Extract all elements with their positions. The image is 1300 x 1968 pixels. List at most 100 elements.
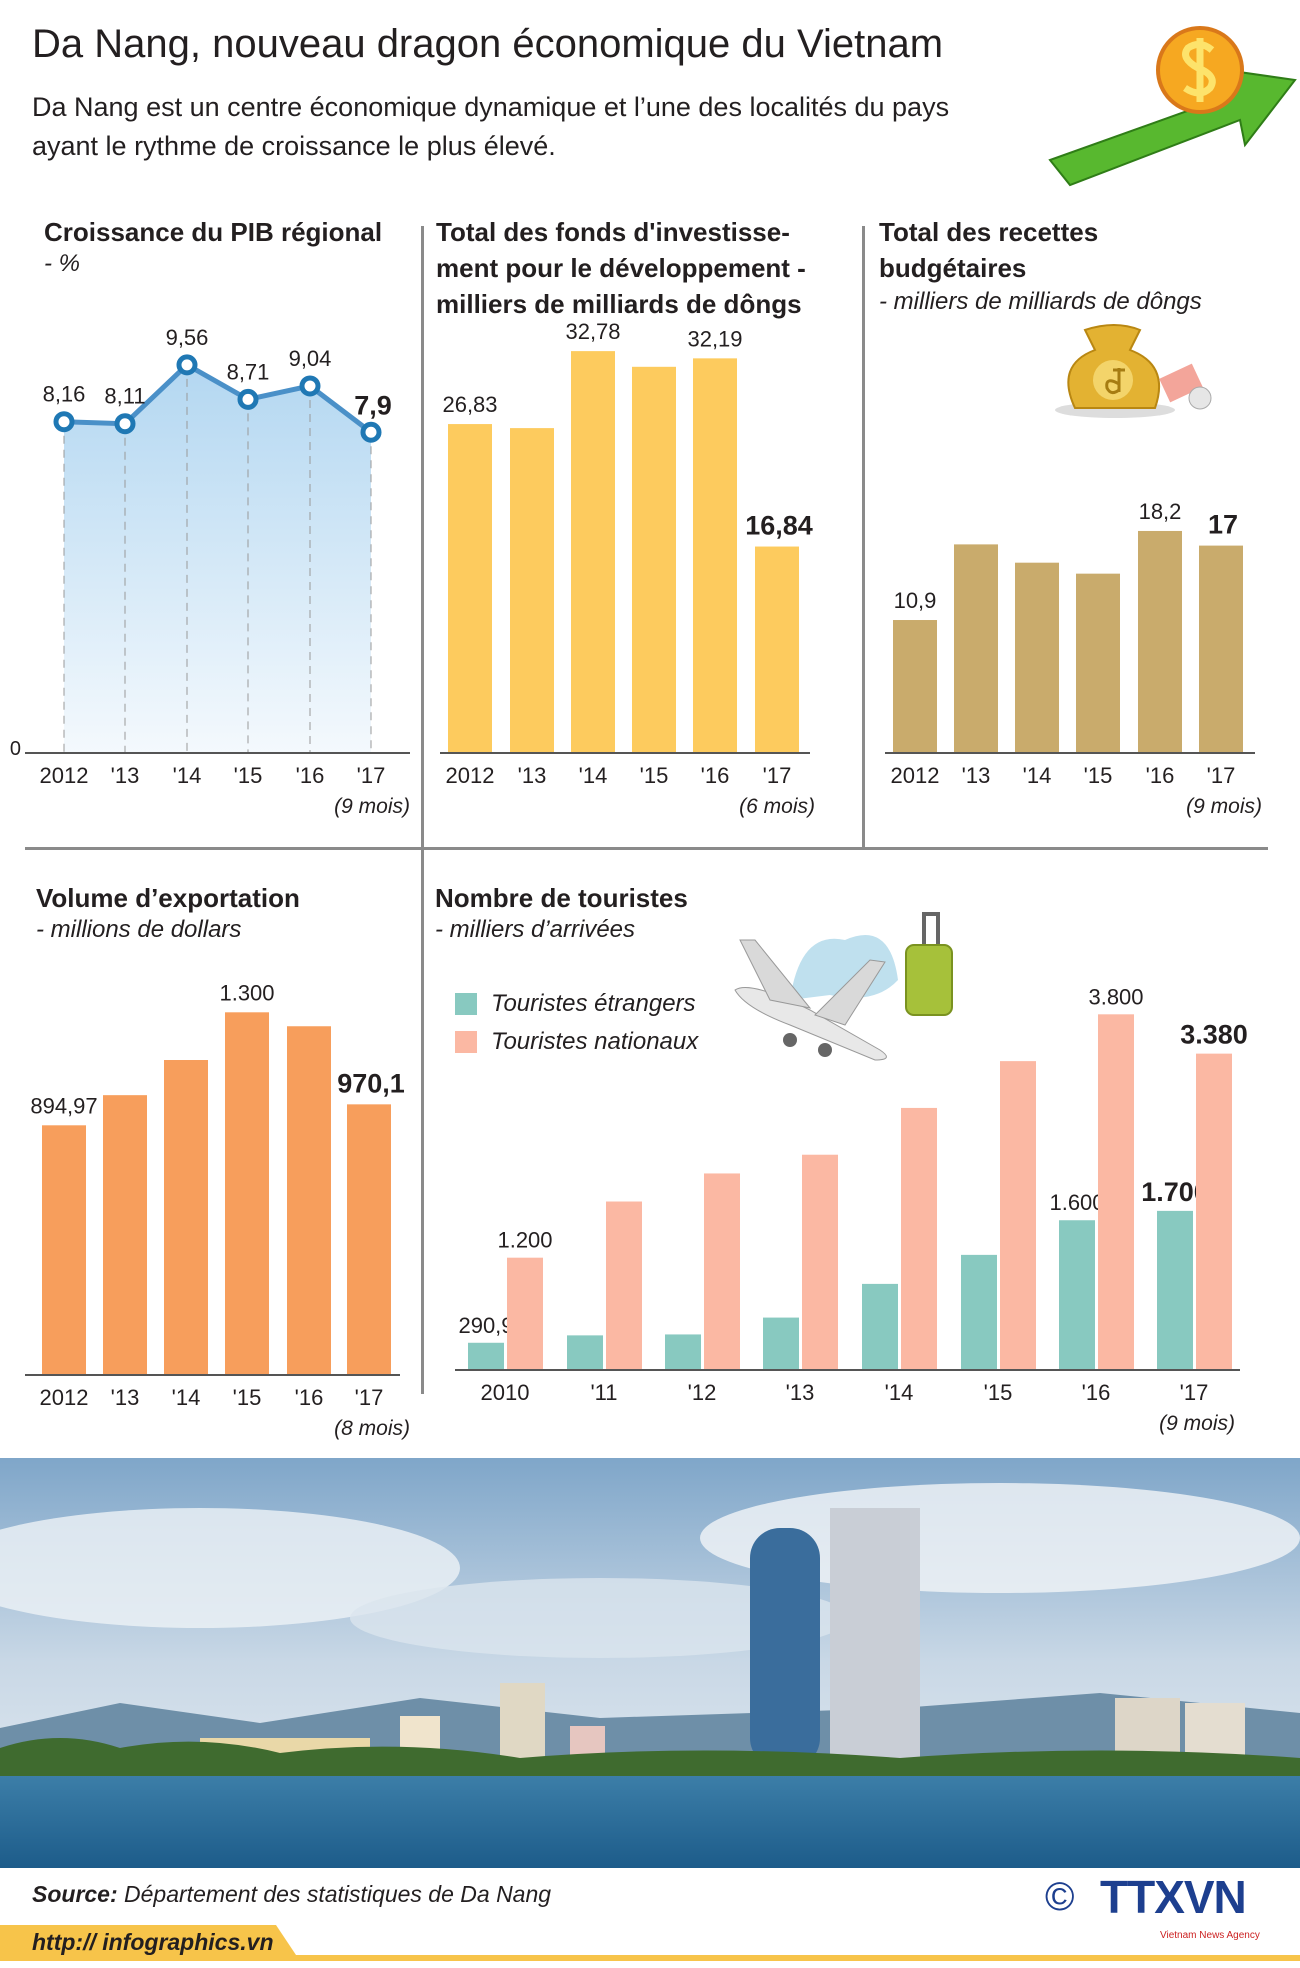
x-tick-label: '13 (111, 763, 140, 788)
data-label: 17 (1208, 510, 1238, 540)
data-label: 9,04 (289, 346, 332, 371)
x-tick-label: '14 (579, 763, 608, 788)
data-label: 18,2 (1139, 499, 1182, 524)
budget-panel-header: Total des recettes budgétaires - millier… (879, 214, 1202, 316)
x-tick-label: '11 (590, 1380, 617, 1405)
data-label: 7,9 (354, 390, 392, 420)
data-label: 894,97 (30, 1093, 97, 1118)
da-nang-city-photo (0, 1458, 1300, 1868)
charts-layer: 8,16 8,11 9,56 8,71 9,04 7,9 0 2012 '13 '14 '15 '16… (10, 319, 1262, 1440)
y-tick-label: 0 (10, 738, 21, 760)
bar (571, 351, 615, 753)
legend-swatch (455, 993, 477, 1015)
source-label: Source: (32, 1881, 118, 1907)
bar-foreign-tourists (468, 1342, 504, 1370)
x-tick-label: '15 (234, 763, 263, 788)
source-note: Source: Département des statistiques de … (32, 1880, 551, 1908)
period-note: (9 mois) (1159, 1412, 1235, 1435)
data-label: 9,56 (166, 325, 209, 350)
bar-domestic-tourists (802, 1154, 838, 1370)
bar (448, 424, 492, 753)
bar (103, 1095, 147, 1375)
copyright-symbol: © (1045, 1875, 1075, 1919)
website-link[interactable]: http:// infographics.vn (32, 1929, 274, 1955)
x-tick-label: '14 (1023, 763, 1052, 788)
x-tick-label: 2012 (446, 763, 495, 788)
x-tick-label: '17 (355, 1385, 384, 1410)
legend-swatch (455, 1031, 477, 1053)
budget-title-line2: budgétaires (879, 253, 1027, 283)
x-tick-label: '15 (233, 1385, 262, 1410)
bar-foreign-tourists (1059, 1220, 1095, 1370)
x-tick-label: '13 (111, 1385, 140, 1410)
legend-label: Touristes étrangers (491, 990, 696, 1017)
tourists-title: Nombre de touristes (435, 883, 688, 913)
data-label: 8,11 (104, 384, 145, 409)
bar (755, 546, 799, 753)
x-tick-label: 2012 (40, 1385, 89, 1410)
legend-item-domestic: Touristes nationaux (455, 1023, 698, 1061)
x-tick-label: 2012 (891, 763, 940, 788)
source-text: Département des statistiques de Da Nang (117, 1881, 552, 1907)
bar-domestic-tourists (1098, 1014, 1134, 1370)
ttxvn-logo-subtitle: Vietnam News Agency (1160, 1930, 1260, 1941)
data-label: 290,9 (458, 1313, 513, 1338)
footer-line (0, 1955, 1300, 1961)
x-tick-label: '13 (962, 763, 991, 788)
page-subtitle-line2: ayant le rythme de croissance le plus él… (32, 131, 556, 161)
divider (862, 226, 865, 848)
exports-title: Volume d’exportation (36, 883, 300, 913)
period-note: (9 mois) (1186, 795, 1262, 818)
bar (1076, 573, 1120, 753)
bar-domestic-tourists (704, 1173, 740, 1370)
money-bag-icon (1055, 324, 1212, 418)
gdp-area (64, 364, 371, 753)
data-label: 970,1 (337, 1068, 405, 1098)
x-tick-label: '15 (1084, 763, 1113, 788)
x-tick-label: '16 (701, 763, 730, 788)
gdp-panel-header: Croissance du PIB régional - % (44, 214, 382, 278)
legend-label: Touristes nationaux (491, 1028, 699, 1055)
x-tick-label: '13 (786, 1380, 815, 1405)
data-label: 32,78 (565, 319, 620, 344)
bar (1199, 545, 1243, 753)
x-tick-label: '16 (1146, 763, 1175, 788)
airplane-icon (734, 935, 898, 1061)
divider (25, 847, 1268, 850)
bar-foreign-tourists (862, 1283, 898, 1370)
bar (42, 1125, 86, 1375)
x-tick-label: '16 (296, 763, 325, 788)
bar-foreign-tourists (1157, 1210, 1193, 1370)
data-label: 8,71 (227, 359, 270, 384)
bar (510, 428, 554, 753)
legend: Touristes étrangers Touristes nationaux (455, 985, 698, 1061)
x-tick-label: '15 (640, 763, 669, 788)
x-tick-label: '12 (688, 1380, 717, 1405)
x-tick-label: 2010 (481, 1380, 530, 1405)
page-title: Da Nang, nouveau dragon économique du Vi… (32, 22, 944, 66)
x-tick-label: '17 (763, 763, 792, 788)
bar (893, 620, 937, 753)
data-point (360, 421, 382, 443)
suitcase-icon (905, 912, 953, 1016)
x-tick-label: '14 (885, 1380, 914, 1405)
data-label: 1.300 (219, 980, 274, 1005)
exports-panel-header: Volume d’exportation - millions de dolla… (36, 880, 300, 944)
bar (693, 358, 737, 753)
x-tick-label: '17 (1180, 1380, 1209, 1405)
dollar-growth-arrow-icon (1048, 26, 1297, 187)
divider (421, 848, 424, 1394)
legend-item-foreign: Touristes étrangers (455, 985, 698, 1023)
bar (632, 366, 676, 753)
bar-domestic-tourists (507, 1257, 543, 1370)
budget-title-line1: Total des recettes (879, 217, 1099, 247)
exports-unit: - millions de dollars (36, 916, 242, 943)
gdp-unit: - % (44, 250, 80, 277)
tourists-unit: - milliers d’arrivées (435, 916, 636, 943)
data-label: 16,84 (745, 511, 813, 541)
bar (287, 1026, 331, 1375)
bar-domestic-tourists (606, 1201, 642, 1370)
x-tick-label: '16 (1082, 1380, 1111, 1405)
investment-title-line2: ment pour le développement - (436, 253, 806, 283)
data-point (299, 375, 321, 397)
